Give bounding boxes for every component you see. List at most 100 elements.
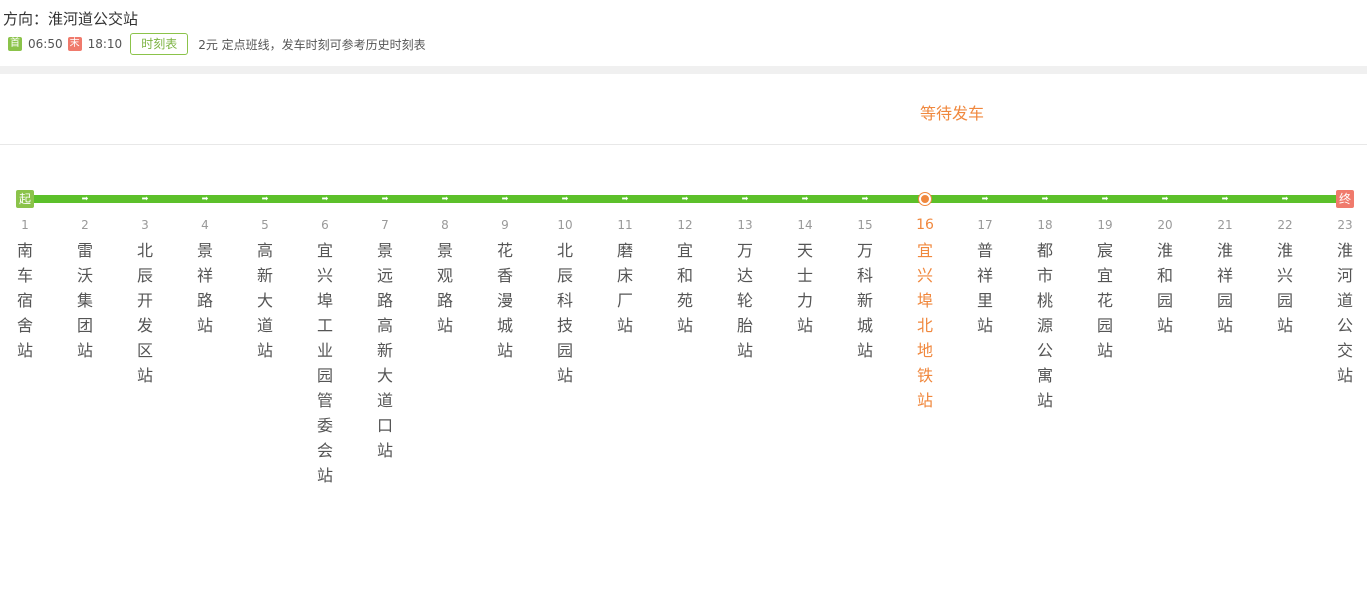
stop-number: 6 xyxy=(321,218,329,232)
stop-name: 宸宜花园站 xyxy=(1096,241,1113,360)
bus-stop[interactable]: 21 淮祥园站 xyxy=(1205,216,1245,338)
direction-arrow-icon: ➡ xyxy=(1281,194,1289,203)
direction-arrow-icon: ➡ xyxy=(801,194,809,203)
bus-stop[interactable]: 11 磨床厂站 xyxy=(605,216,645,338)
direction-arrow-icon: ➡ xyxy=(441,194,449,203)
direction-arrow-icon: ➡ xyxy=(81,194,89,203)
stop-name: 北辰开发区站 xyxy=(136,241,153,385)
bus-stop[interactable]: 13 万达轮胎站 xyxy=(725,216,765,363)
direction-arrow-icon: ➡ xyxy=(561,194,569,203)
route-line xyxy=(25,195,1345,203)
direction-arrow-icon: ➡ xyxy=(1161,194,1169,203)
stop-number: 2 xyxy=(81,218,89,232)
bus-stop[interactable]: 8 景观路站 xyxy=(425,216,465,338)
direction-arrow-icon: ➡ xyxy=(321,194,329,203)
schedule-info: 首 06:50 末 18:10 时刻表 2元 定点班线，发车时刻可参考历史时刻表 xyxy=(8,33,426,55)
stop-name: 宜兴埠北地铁站 xyxy=(916,241,933,410)
stop-number: 11 xyxy=(617,218,633,232)
end-stop-badge: 终 xyxy=(1336,190,1354,208)
stop-number: 10 xyxy=(557,218,573,232)
bus-stop[interactable]: 10 北辰科技园站 xyxy=(545,216,585,388)
stop-number: 13 xyxy=(737,218,753,232)
bus-stop[interactable]: 5 高新大道站 xyxy=(245,216,285,363)
stop-name: 景祥路站 xyxy=(196,241,213,335)
stop-name: 淮和园站 xyxy=(1156,241,1173,335)
stop-name: 北辰科技园站 xyxy=(556,241,573,385)
stop-number: 9 xyxy=(501,218,509,232)
stop-name: 淮祥园站 xyxy=(1216,241,1233,335)
last-bus-badge: 末 xyxy=(67,37,82,51)
bus-stop[interactable]: 6 宜兴埠工业园管委会站 xyxy=(305,216,345,488)
route-header: 方向：淮河道公交站 首 06:50 末 18:10 时刻表 2元 定点班线，发车… xyxy=(0,0,1367,66)
direction-arrow-icon: ➡ xyxy=(621,194,629,203)
direction-arrow-icon: ➡ xyxy=(861,194,869,203)
stop-name: 花香漫城站 xyxy=(496,241,513,360)
stop-number: 8 xyxy=(441,218,449,232)
stop-number: 21 xyxy=(1217,218,1233,232)
direction-arrow-icon: ➡ xyxy=(141,194,149,203)
bus-stop[interactable]: 2 雷沃集团站 xyxy=(65,216,105,363)
stop-name: 宜兴埠工业园管委会站 xyxy=(316,241,333,485)
bus-stop[interactable]: 4 景祥路站 xyxy=(185,216,225,338)
first-bus-badge: 首 xyxy=(8,37,22,51)
direction-arrow-icon: ➡ xyxy=(681,194,689,203)
stop-name: 万达轮胎站 xyxy=(736,241,753,360)
stop-number: 19 xyxy=(1097,218,1113,232)
bus-status-area: 等待发车 xyxy=(0,74,1367,145)
bus-stop[interactable]: 16 宜兴埠北地铁站 xyxy=(905,216,945,413)
stop-number: 14 xyxy=(797,218,813,232)
direction-title: 方向：淮河道公交站 xyxy=(3,10,139,28)
bus-stop[interactable]: 15 万科新城站 xyxy=(845,216,885,363)
bus-stop[interactable]: 9 花香漫城站 xyxy=(485,216,525,363)
last-bus-time: 18:10 xyxy=(87,37,123,51)
stop-name: 高新大道站 xyxy=(256,241,273,360)
bus-stop[interactable]: 3 北辰开发区站 xyxy=(125,216,165,388)
bus-status-text: 等待发车 xyxy=(920,104,985,123)
direction-arrow-icon: ➡ xyxy=(501,194,509,203)
stop-number: 16 xyxy=(916,217,934,233)
fare-note: 2元 定点班线，发车时刻可参考历史时刻表 xyxy=(198,37,426,52)
stop-number: 17 xyxy=(977,218,993,232)
direction-arrow-icon: ➡ xyxy=(381,194,389,203)
start-stop-badge: 起 xyxy=(16,190,34,208)
stop-number: 20 xyxy=(1157,218,1173,232)
stop-name: 万科新城站 xyxy=(856,241,873,360)
stop-number: 4 xyxy=(201,218,209,232)
section-divider xyxy=(0,66,1367,74)
stop-name: 磨床厂站 xyxy=(616,241,633,335)
direction-arrow-icon: ➡ xyxy=(1221,194,1229,203)
stop-name: 都市桃源公寓站 xyxy=(1036,241,1053,410)
stop-name: 淮河道公交站 xyxy=(1336,241,1353,385)
stop-number: 12 xyxy=(677,218,693,232)
direction-arrow-icon: ➡ xyxy=(981,194,989,203)
stop-name: 景观路站 xyxy=(436,241,453,335)
stop-number: 3 xyxy=(141,218,149,232)
direction-arrow-icon: ➡ xyxy=(1041,194,1049,203)
stop-name: 淮兴园站 xyxy=(1276,241,1293,335)
stop-name: 宜和苑站 xyxy=(676,241,693,335)
stop-name: 天士力站 xyxy=(796,241,813,335)
bus-stop[interactable]: 14 天士力站 xyxy=(785,216,825,338)
bus-stop[interactable]: 19 宸宜花园站 xyxy=(1085,216,1125,363)
stop-number: 1 xyxy=(21,218,29,232)
bus-stop[interactable]: 17 普祥里站 xyxy=(965,216,1005,338)
bus-stop[interactable]: 12 宜和苑站 xyxy=(665,216,705,338)
stop-number: 7 xyxy=(381,218,389,232)
stop-name: 南车宿舍站 xyxy=(16,241,33,360)
direction-arrow-icon: ➡ xyxy=(1101,194,1109,203)
stop-name: 普祥里站 xyxy=(976,241,993,335)
bus-stop[interactable]: 20 淮和园站 xyxy=(1145,216,1185,338)
bus-stop[interactable]: 22 淮兴园站 xyxy=(1265,216,1305,338)
first-bus-time: 06:50 xyxy=(28,37,63,51)
bus-stop[interactable]: 1 南车宿舍站 xyxy=(5,216,45,363)
stop-number: 5 xyxy=(261,218,269,232)
stop-number: 22 xyxy=(1277,218,1293,232)
bus-stop[interactable]: 18 都市桃源公寓站 xyxy=(1025,216,1065,413)
bus-stop[interactable]: 7 景远路高新大道口站 xyxy=(365,216,405,463)
timetable-button[interactable]: 时刻表 xyxy=(130,33,189,55)
stop-number: 18 xyxy=(1037,218,1053,232)
current-stop-marker xyxy=(919,193,931,205)
bus-stop[interactable]: 23 淮河道公交站 xyxy=(1325,216,1365,388)
stop-name: 景远路高新大道口站 xyxy=(376,241,393,460)
stop-name: 雷沃集团站 xyxy=(76,241,93,360)
